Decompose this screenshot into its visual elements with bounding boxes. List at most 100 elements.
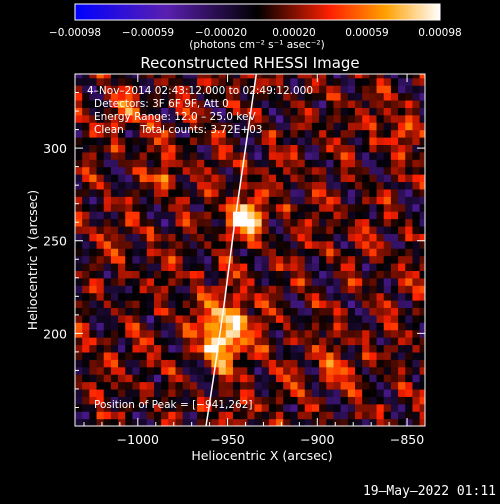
heatmap-cell: [369, 329, 378, 338]
heatmap-cell: [362, 159, 370, 168]
heatmap-cell: [412, 233, 421, 242]
heatmap-cell: [326, 181, 335, 190]
heatmap-cell: [232, 144, 241, 153]
heatmap-cell: [412, 262, 421, 271]
heatmap-cell: [290, 255, 299, 264]
heatmap-cell: [125, 211, 134, 220]
heatmap-cell: [390, 329, 399, 338]
heatmap-cell: [240, 344, 248, 353]
heatmap-cell: [254, 144, 263, 153]
heatmap-cell: [390, 181, 399, 190]
heatmap-cell: [96, 366, 105, 375]
heatmap-cell: [110, 300, 119, 309]
heatmap-cell: [290, 262, 299, 271]
heatmap-cell: [139, 107, 148, 116]
heatmap-cell: [347, 188, 356, 197]
heatmap-cell: [82, 255, 90, 264]
heatmap-cell: [340, 307, 349, 316]
heatmap-cell: [182, 300, 191, 309]
heatmap-cell: [405, 292, 414, 301]
heatmap-cell: [276, 277, 284, 286]
heatmap-cell: [419, 277, 425, 286]
heatmap-cell: [168, 366, 177, 375]
heatmap-cell: [232, 77, 241, 86]
heatmap-cell: [125, 203, 134, 212]
heatmap-cell: [261, 233, 270, 242]
heatmap-cell: [146, 322, 155, 331]
heatmap-cell: [247, 136, 256, 145]
heatmap-cell: [240, 248, 248, 257]
heatmap-cell: [82, 92, 90, 101]
heatmap-cell: [362, 188, 370, 197]
heatmap-cell: [204, 92, 213, 101]
heatmap-cell: [218, 322, 227, 331]
heatmap-cell: [419, 218, 425, 227]
heatmap-cell: [362, 166, 370, 175]
heatmap-cell: [333, 196, 342, 205]
heatmap-cell: [89, 418, 98, 426]
heatmap-cell: [153, 144, 162, 153]
heatmap-cell: [118, 129, 126, 138]
heatmap-cell: [347, 225, 356, 234]
heatmap-cell: [168, 136, 177, 145]
heatmap-cell: [398, 418, 406, 426]
heatmap-cell: [232, 381, 241, 390]
heatmap-cell: [247, 411, 256, 420]
heatmap-cell: [168, 277, 177, 286]
heatmap-cell: [333, 151, 342, 160]
heatmap-cell: [261, 388, 270, 397]
heatmap-cell: [103, 151, 112, 160]
heatmap-cell: [355, 174, 363, 183]
heatmap-cell: [189, 218, 198, 227]
heatmap-cell: [405, 225, 414, 234]
heatmap-cell: [204, 174, 213, 183]
heatmap-cell: [333, 292, 342, 301]
heatmap-cell: [297, 307, 306, 316]
heatmap-cell: [103, 114, 112, 123]
heatmap-cell: [405, 255, 414, 264]
heatmap-cell: [168, 181, 177, 190]
heatmap-cell: [261, 314, 270, 323]
heatmap-cell: [376, 366, 385, 375]
heatmap-cell: [276, 188, 284, 197]
heatmap-cell: [75, 136, 83, 145]
heatmap-cell: [139, 381, 148, 390]
heatmap-cell: [340, 396, 349, 405]
heatmap-cell: [347, 85, 356, 94]
heatmap-cell: [175, 144, 184, 153]
heatmap-cell: [398, 166, 406, 175]
annotation-clean-counts: Clean Total counts: 3.72E+03: [94, 124, 263, 136]
heatmap-cell: [419, 181, 425, 190]
heatmap-cell: [405, 144, 414, 153]
heatmap-cell: [369, 388, 378, 397]
heatmap-cell: [189, 174, 198, 183]
heatmap-cell: [254, 211, 263, 220]
heatmap-cell: [125, 411, 134, 420]
heatmap-cell: [161, 329, 169, 338]
heatmap-cell: [347, 329, 356, 338]
heatmap-cell: [75, 174, 83, 183]
heatmap-cell: [276, 107, 284, 116]
heatmap-cell: [383, 396, 392, 405]
heatmap-cell: [132, 129, 141, 138]
heatmap-cell: [146, 262, 155, 271]
heatmap-cell: [96, 411, 105, 420]
heatmap-cell: [218, 225, 227, 234]
heatmap-cell: [362, 85, 370, 94]
heatmap-cell: [290, 151, 299, 160]
heatmap-cell: [283, 396, 291, 405]
heatmap-cell: [254, 411, 263, 420]
heatmap-cell: [326, 322, 335, 331]
heatmap-cell: [204, 122, 213, 131]
heatmap-cell: [333, 403, 342, 412]
heatmap-cell: [125, 129, 134, 138]
heatmap-cell: [125, 366, 134, 375]
heatmap-cell: [419, 314, 425, 323]
x-tick-label: −950: [210, 432, 244, 447]
heatmap-cell: [232, 322, 241, 331]
heatmap-cell: [333, 85, 342, 94]
heatmap-cell: [153, 255, 162, 264]
heatmap-cell: [225, 174, 234, 183]
heatmap-cell: [405, 388, 414, 397]
heatmap-cell: [161, 74, 169, 79]
